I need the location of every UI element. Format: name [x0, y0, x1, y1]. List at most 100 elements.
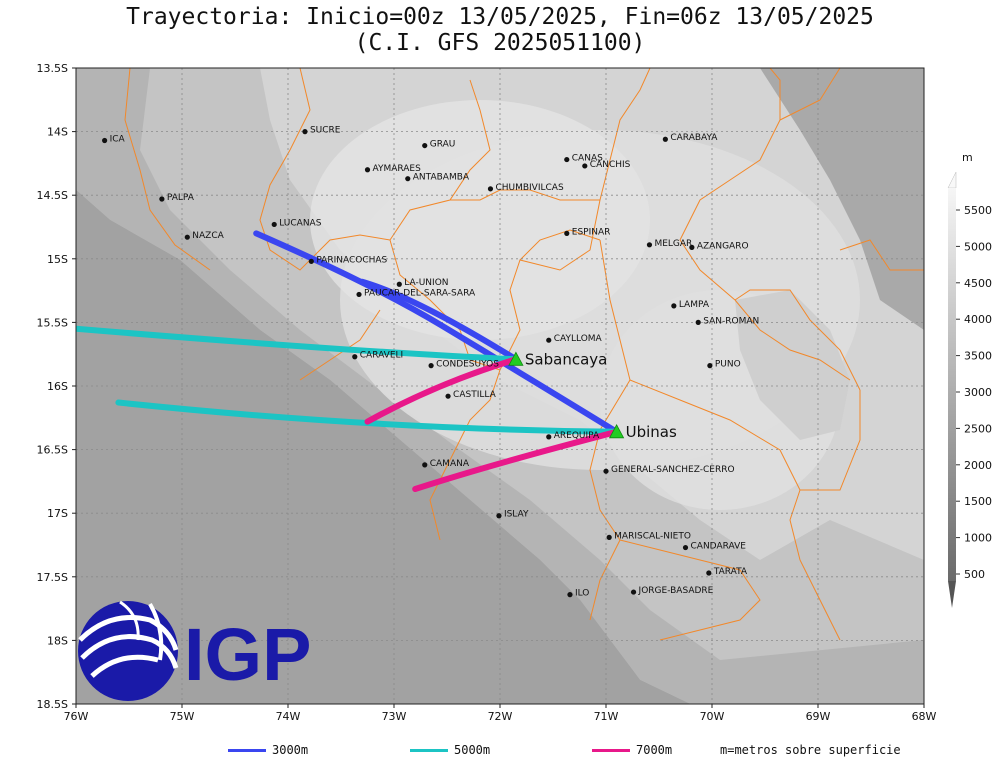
city-general-sanchez-cerro: GENERAL-SANCHEZ-CERRO [603, 465, 735, 475]
trajectory-3000m-1 [253, 230, 620, 435]
colorbar-unit: m [962, 151, 973, 164]
legend-item-5000: 5000m [410, 742, 490, 758]
city-label: AREQUIPA [554, 431, 600, 441]
city-melgar: MELGAR [646, 239, 692, 249]
city-marker-icon [630, 589, 637, 595]
city-islay: ISLAY [496, 510, 529, 520]
city-caylloma: CAYLLOMA [546, 334, 603, 344]
city-label: LUCANAS [279, 218, 321, 228]
colorbar-tick-label: 5000 [964, 240, 992, 253]
lon-tick-label: 74W [276, 710, 301, 723]
legend-swatch-5000 [410, 748, 448, 752]
volcano-ubinas: Ubinas [608, 423, 677, 441]
city-lucanas: LUCANAS [271, 218, 322, 228]
city-label: ESPINAR [572, 227, 611, 237]
colorbar-tick-label: 500 [964, 568, 985, 581]
city-marker-icon [671, 303, 677, 309]
city-marker-icon [159, 196, 165, 202]
logo-text: IGP [184, 613, 311, 696]
city-marker-icon [567, 592, 573, 598]
city-mariscal-nieto: MARISCAL-NIETO [606, 531, 691, 541]
city-paucar-del-sara-sara: PAUCAR-DEL-SARA-SARA [356, 288, 476, 298]
city-label: CANDARAVE [691, 542, 747, 552]
city-palpa: PALPA [159, 193, 195, 203]
city-azangaro: AZANGARO [689, 241, 749, 251]
colorbar-tick-label: 4500 [964, 277, 992, 290]
city-label: ICA [110, 135, 126, 145]
lat-tick-label: 18S [47, 634, 68, 647]
lon-tick-label: 76W [64, 710, 89, 723]
city-label: CAYLLOMA [554, 334, 603, 344]
volcano-label: Sabancaya [525, 350, 607, 368]
city-label: CARAVELI [360, 351, 403, 361]
city-label: CAMANA [430, 459, 470, 469]
axes: 76W 75W 74W 73W 72W 71W 70W 69W 68W 13.5S 14S 14.5S… [37, 62, 937, 723]
legend-label-5000: 5000m [454, 743, 491, 757]
city-label: SAN-ROMAN [703, 316, 759, 326]
colorbar-tick-label: 4000 [964, 313, 992, 326]
colorbar-tick-label: 3000 [964, 386, 992, 399]
legend-label-3000: 3000m [272, 743, 309, 757]
legend-swatch-3000 [228, 748, 266, 752]
city-marker-icon [487, 186, 494, 192]
city-arequipa: AREQUIPA [546, 431, 600, 441]
city-puno: PUNO [707, 360, 741, 370]
city-marker-icon [603, 468, 609, 474]
lat-tick-label: 17.5S [37, 571, 68, 584]
city-marker-icon [582, 163, 588, 169]
city-marker-icon [646, 242, 653, 248]
city-marker-icon [302, 129, 308, 135]
lon-tick-label: 71W [594, 710, 619, 723]
city-label: PARINACOCHAS [316, 255, 387, 265]
lon-tick-label: 73W [382, 710, 407, 723]
city-label: JORGE-BASADRE [638, 586, 714, 596]
city-jorge-basadre: JORGE-BASADRE [630, 586, 714, 596]
city-label: CONDESUYOS [436, 360, 499, 370]
lat-tick-label: 15S [47, 253, 68, 266]
city-marker-icon [102, 137, 108, 144]
city-marker-icon [682, 544, 689, 551]
city-marker-icon [689, 244, 695, 250]
volcano-layer: Sabancaya Ubinas [508, 350, 677, 441]
lon-tick-label: 68W [912, 710, 937, 723]
city-marker-icon [271, 221, 277, 228]
city-marker-icon [308, 258, 314, 264]
volcano-sabancaya: Sabancaya [508, 350, 607, 368]
lat-tick-label: 14.5S [37, 189, 68, 202]
city-marker-icon [606, 534, 612, 540]
city-marker-icon [706, 570, 712, 576]
province-boundaries [124, 68, 924, 641]
igp-logo: IGP [78, 600, 311, 701]
globe-logo-icon [78, 600, 179, 701]
city-label: AZANGARO [697, 241, 749, 251]
city-marker-icon [546, 337, 552, 343]
city-marker-icon [496, 513, 502, 519]
city-marker-icon [564, 230, 570, 236]
colorbar-tick-label: 2500 [964, 422, 992, 435]
city-label: NAZCA [192, 231, 224, 241]
city-grau: GRAU [422, 140, 455, 150]
city-la-union: LA-UNION [396, 278, 449, 288]
city-label: LAMPA [679, 300, 710, 310]
city-espinar: ESPINAR [564, 227, 610, 237]
city-label: MARISCAL-NIETO [614, 531, 691, 541]
city-canchis: CANCHIS [582, 160, 631, 170]
trajectory-layer [76, 230, 620, 493]
legend-swatch-7000 [592, 748, 630, 752]
city-marker-icon [422, 462, 428, 468]
city-sucre: SUCRE [302, 126, 341, 136]
city-label: MELGAR [654, 239, 692, 249]
legend-item-7000: 7000m [592, 742, 672, 758]
city-caraveli: CARAVELI [352, 351, 403, 361]
city-label: ANTABAMBA [413, 173, 470, 183]
city-label: PUNO [715, 360, 741, 370]
city-lampa: LAMPA [671, 300, 710, 310]
city-marker-icon [695, 319, 701, 325]
city-antabamba: ANTABAMBA [405, 173, 470, 183]
city-marker-icon [422, 142, 428, 149]
city-camana: CAMANA [422, 459, 470, 469]
city-aymaraes: AYMARAES [364, 164, 421, 174]
city-marker-icon [445, 393, 451, 399]
city-marker-icon [564, 156, 570, 163]
